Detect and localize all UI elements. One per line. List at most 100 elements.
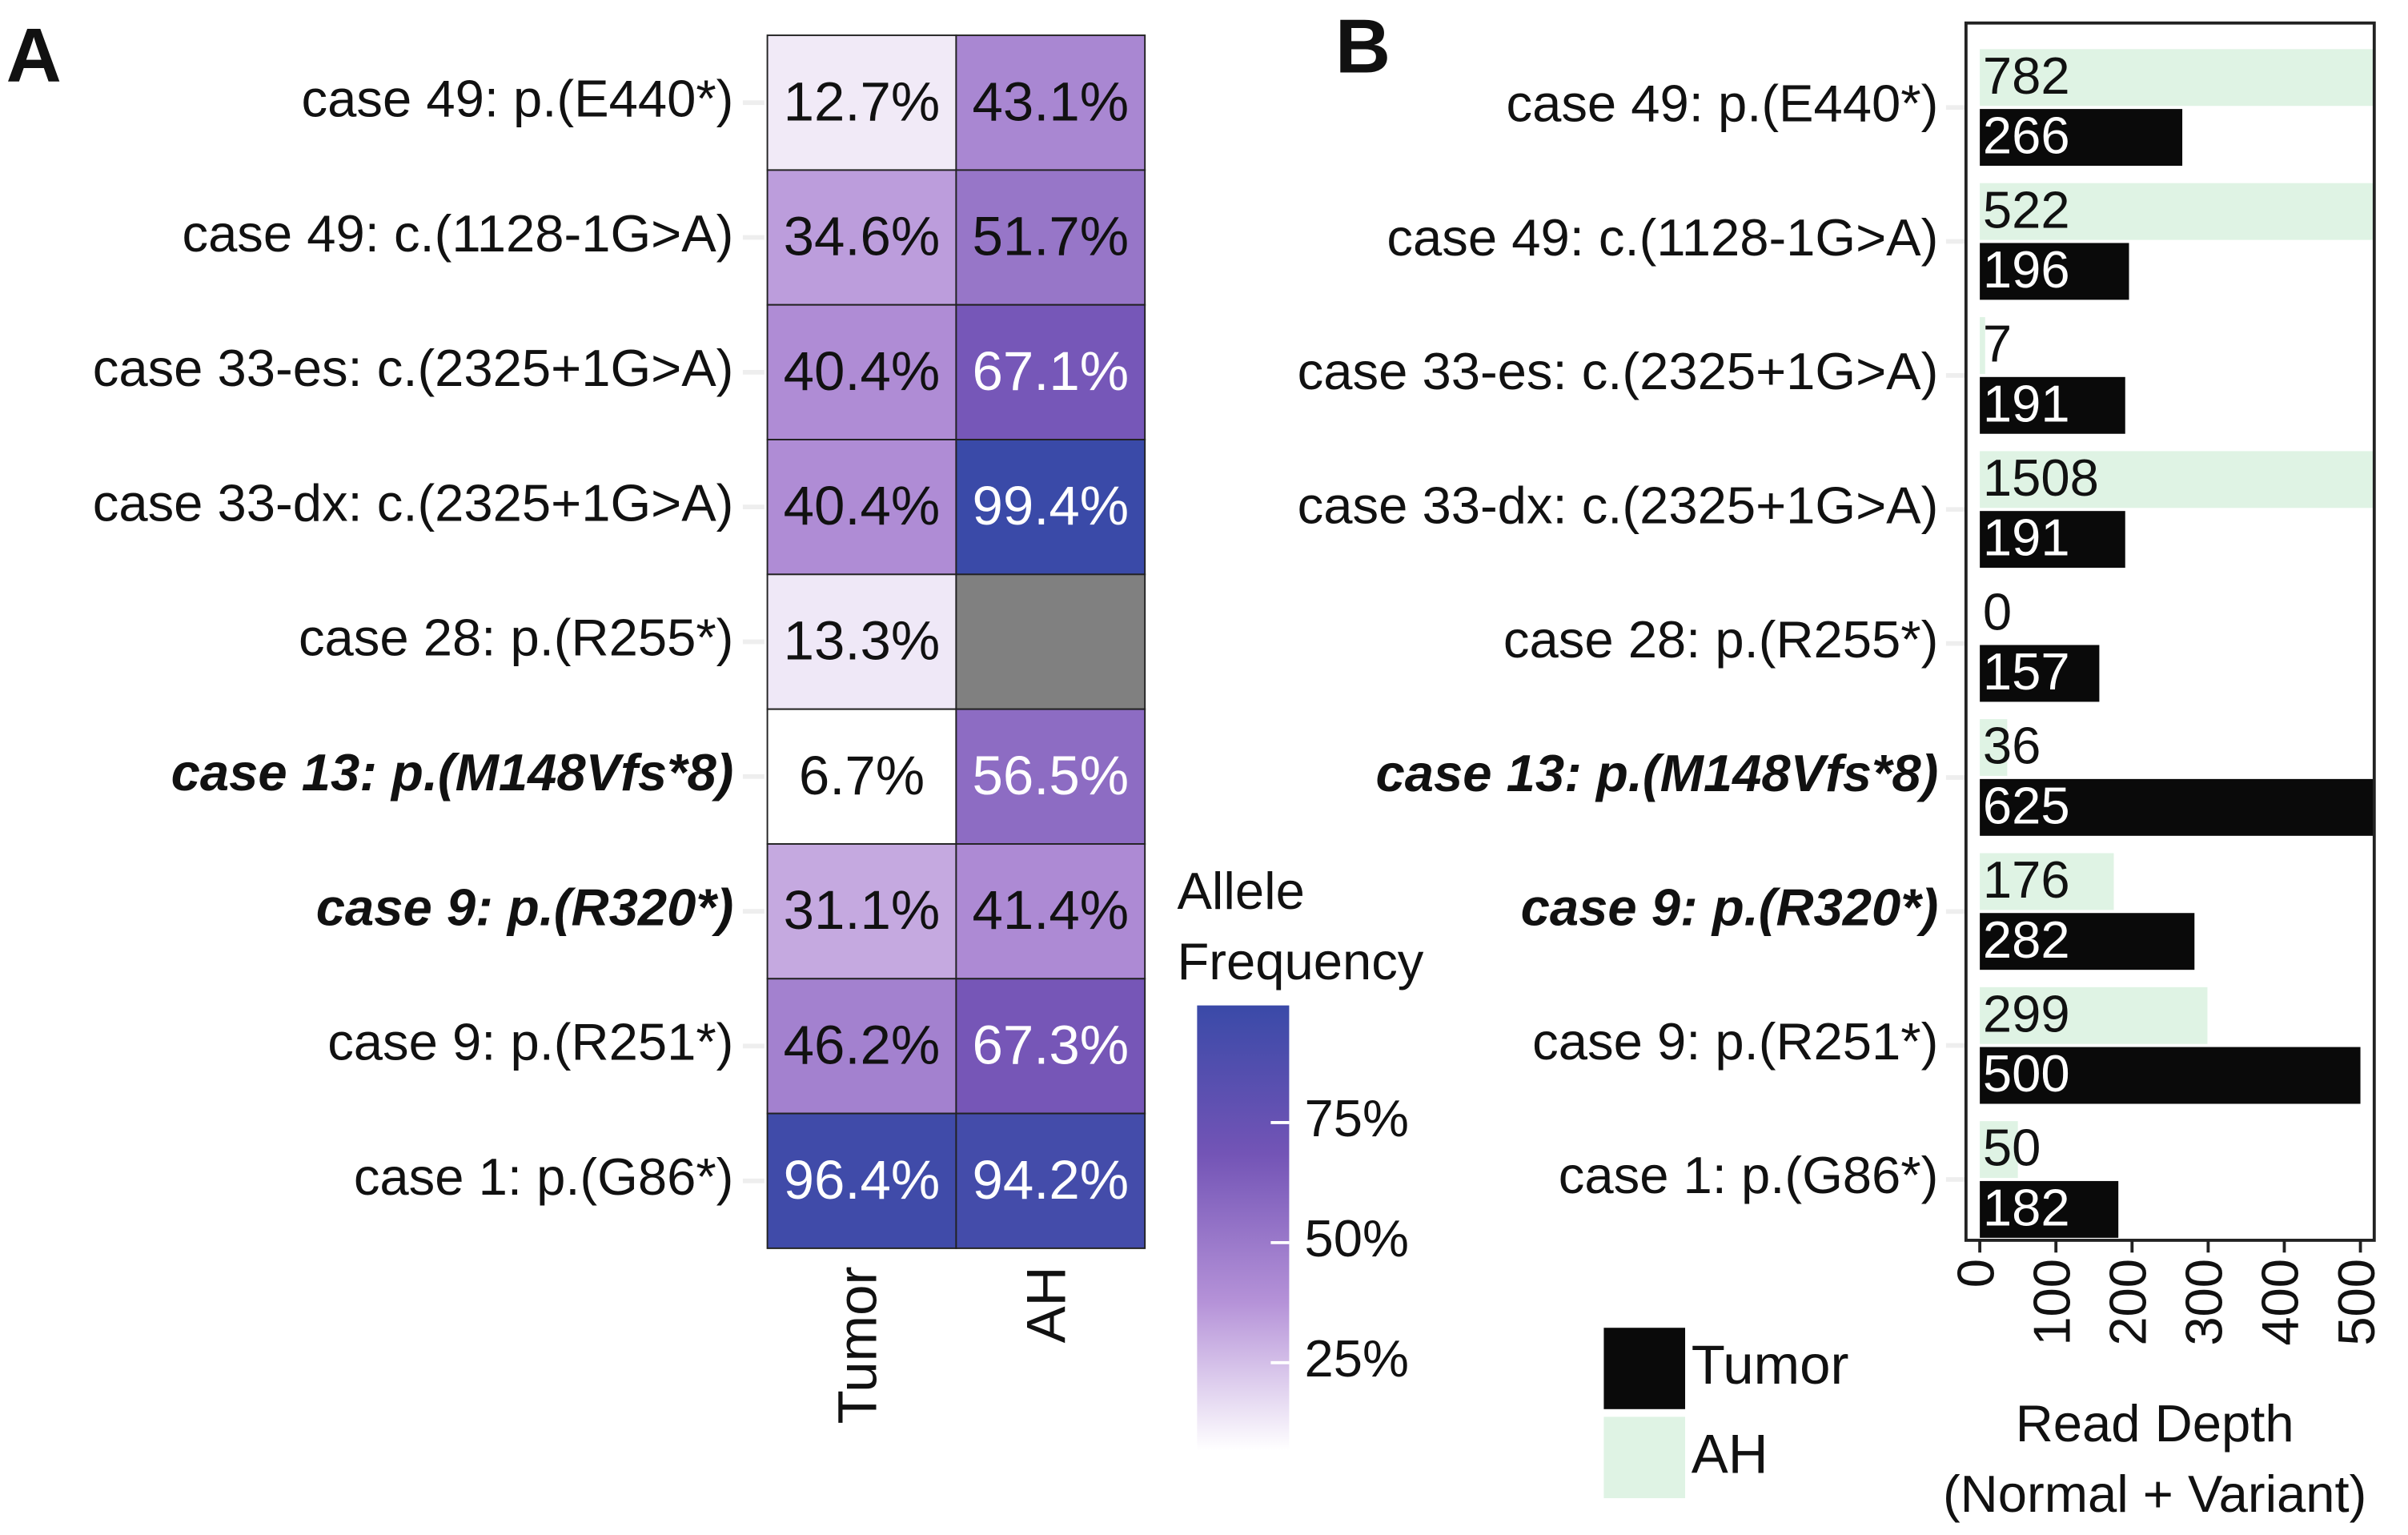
row-label: case 9: p.(R251*) [1532, 1012, 1938, 1071]
x-axis-label: (Normal + Variant) [1943, 1465, 2366, 1523]
cell-label: 46.2% [784, 1015, 941, 1076]
row-label: case 1: p.(G86*) [354, 1147, 734, 1206]
heat-cell [766, 439, 957, 576]
x-tick-label: 200 [2099, 1259, 2157, 1346]
column-label: Tumor [827, 1267, 889, 1424]
heat-cell [955, 843, 1146, 980]
heat-cell [766, 1112, 957, 1249]
bar-label: 157 [1983, 642, 2070, 701]
bar [1980, 719, 2008, 777]
bar-label: 1508 [1983, 448, 2099, 507]
legend-swatch [1603, 1416, 1686, 1498]
colorbar [1197, 1005, 1290, 1451]
column-label: AH [1016, 1267, 1078, 1344]
legend-title: Frequency [1177, 932, 1423, 991]
bar-label: 50 [1983, 1119, 2041, 1177]
heat-cell [766, 978, 957, 1115]
x-tick-label: 0 [1946, 1259, 2005, 1288]
cell-label: 34.6% [784, 206, 941, 267]
bar [1980, 645, 2100, 702]
x-axis-label: Read Depth [2016, 1394, 2294, 1453]
cell-label: 51.7% [972, 206, 1129, 267]
x-tick-label: 500 [2327, 1259, 2386, 1346]
bar [1980, 1121, 2018, 1179]
heat-cell [955, 439, 1146, 576]
bar [1980, 183, 2374, 240]
row-label: case 13: p.(M148Vfs*8) [1376, 744, 1939, 802]
bar [1980, 853, 2114, 910]
bar-label: 7 [1983, 315, 2012, 373]
bar-label: 182 [1983, 1179, 2070, 1237]
bar [1980, 376, 2125, 434]
row-label: case 13: p.(M148Vfs*8) [171, 743, 734, 802]
cell-label: 31.1% [784, 879, 941, 941]
row-label: case 28: p.(R255*) [299, 609, 733, 667]
legend-label: Tumor [1692, 1334, 1849, 1396]
panel-label: A [6, 13, 62, 98]
bar-label: 282 [1983, 910, 2070, 969]
legend-title: Allele [1177, 862, 1304, 920]
row-label: case 33-dx: c.(2325+1G>A) [93, 473, 734, 532]
row-label: case 33-dx: c.(2325+1G>A) [1298, 476, 1939, 534]
bar [1980, 49, 2374, 106]
bar-label: 176 [1983, 850, 2070, 909]
heat-cell [955, 978, 1146, 1115]
bar [1980, 451, 2374, 508]
panel-label: B [1335, 3, 1391, 89]
plot-area [1980, 49, 2374, 1238]
heat-cell [766, 573, 957, 710]
legend-label: AH [1692, 1423, 1768, 1485]
row-label: case 9: p.(R251*) [327, 1013, 733, 1071]
cell-label: 94.2% [972, 1149, 1129, 1211]
bar-label: 500 [1983, 1044, 2070, 1103]
bar-label: 522 [1983, 180, 2070, 239]
bar [1980, 778, 2374, 836]
bar-label: 299 [1983, 984, 2070, 1043]
cell-label: 40.4% [784, 340, 941, 402]
heat-cell [955, 573, 1146, 710]
row-label: case 9: p.(R320*) [1521, 878, 1939, 937]
row-label: case 49: p.(E440*) [302, 69, 734, 127]
bar-label: 196 [1983, 240, 2070, 299]
bar-label: 0 [1983, 582, 2012, 641]
heat-cell [955, 34, 1146, 171]
bar [1980, 243, 2129, 300]
cell-label: 67.3% [972, 1015, 1129, 1076]
cell-label: 41.4% [972, 879, 1129, 941]
bar [1980, 913, 2195, 970]
row-label: case 49: c.(1128-1G>A) [182, 204, 733, 263]
row-label: case 9: p.(R320*) [316, 878, 734, 936]
legend-swatch [1603, 1328, 1686, 1409]
x-tick-label: 300 [2175, 1259, 2233, 1346]
bar [1980, 986, 2208, 1044]
bar-label: 191 [1983, 374, 2070, 432]
cell-label: 6.7% [799, 745, 925, 806]
heat-cell [955, 1112, 1146, 1249]
colorbar-tick-label: 50% [1305, 1209, 1409, 1268]
row-label: case 49: p.(E440*) [1507, 74, 1939, 132]
cell-label: 43.1% [972, 70, 1129, 132]
heat-cell [766, 708, 957, 845]
plot-frame [1964, 21, 2376, 1242]
bar [1980, 109, 2183, 167]
bar [1980, 1180, 2119, 1238]
cell-label: 99.4% [972, 475, 1129, 536]
bar [1980, 511, 2125, 569]
colorbar-tick-label: 75% [1305, 1089, 1409, 1147]
bar-label: 36 [1983, 717, 2041, 775]
bar-label: 266 [1983, 106, 2070, 165]
row-label: case 33-es: c.(2325+1G>A) [93, 339, 734, 397]
heat-cell [766, 843, 957, 980]
cell-label: 56.5% [972, 745, 1129, 806]
cell-label: 13.3% [784, 610, 941, 672]
heat-cell [955, 708, 1146, 845]
cell-label: 67.1% [972, 340, 1129, 402]
cell-label: 40.4% [784, 475, 941, 536]
row-label: case 49: c.(1128-1G>A) [1387, 208, 1938, 267]
x-tick-label: 400 [2251, 1259, 2310, 1346]
cell-label: 12.7% [784, 70, 941, 132]
bar-label: 782 [1983, 46, 2070, 105]
x-tick-label: 100 [2022, 1259, 2081, 1346]
row-label: case 28: p.(R255*) [1503, 610, 1938, 669]
